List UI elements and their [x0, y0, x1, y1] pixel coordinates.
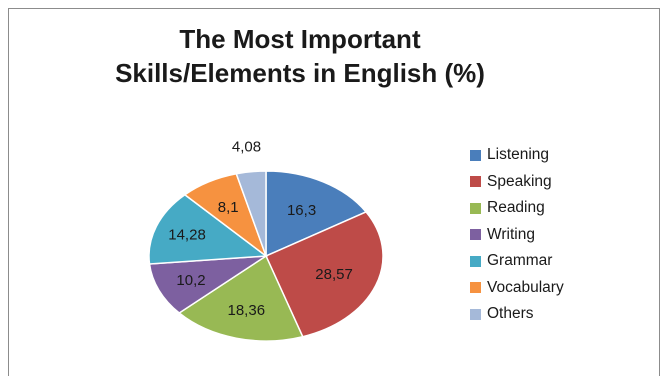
legend-item-grammar: Grammar	[470, 248, 564, 275]
legend-swatch	[470, 202, 481, 214]
legend-swatch	[470, 282, 481, 294]
legend-label: Others	[487, 305, 534, 323]
data-label-speaking: 28,57	[315, 266, 353, 283]
chart-title-line-1: The Most Important	[179, 24, 421, 54]
legend: Listening Speaking Reading Writing Grammar Vo…	[470, 142, 564, 328]
legend-swatch	[470, 149, 481, 161]
legend-item-reading: Reading	[470, 195, 564, 222]
legend-item-vocabulary: Vocabulary	[470, 275, 564, 302]
legend-label: Speaking	[487, 172, 552, 190]
legend-item-others: Others	[470, 301, 564, 328]
legend-label: Vocabulary	[487, 278, 564, 296]
legend-swatch	[470, 308, 481, 320]
legend-swatch	[470, 176, 481, 188]
pie-slices	[148, 170, 384, 342]
chart-title-line-2: Skills/Elements in English (%)	[115, 58, 485, 88]
data-label-writing: 10,2	[176, 272, 205, 289]
pie-slice-speaking	[265, 210, 384, 338]
legend-label: Reading	[487, 199, 545, 217]
chart-title: The Most Important Skills/Elements in En…	[60, 22, 540, 90]
legend-swatch	[470, 255, 481, 267]
data-label-vocabulary: 8,1	[218, 199, 239, 216]
legend-item-listening: Listening	[470, 142, 564, 169]
data-label-others: 4,08	[232, 138, 261, 155]
legend-label: Listening	[487, 146, 550, 164]
pie-slice-grammar	[148, 193, 269, 265]
pie-slice-others	[235, 170, 267, 257]
legend-label: Grammar	[487, 252, 553, 270]
legend-item-speaking: Speaking	[470, 169, 564, 196]
pie-slice-reading	[177, 254, 304, 342]
legend-swatch	[470, 229, 481, 241]
pie-slice-listening	[265, 170, 368, 258]
data-label-grammar: 14,28	[168, 227, 206, 244]
pie-slice-writing	[148, 255, 269, 314]
legend-item-writing: Writing	[470, 222, 564, 249]
data-label-listening: 16,3	[287, 202, 316, 219]
data-label-reading: 18,36	[228, 302, 266, 319]
legend-label: Writing	[487, 225, 535, 243]
pie-data-labels: 16,3 28,57 18,36 10,2 14,28 8,1 4,08	[168, 138, 353, 319]
